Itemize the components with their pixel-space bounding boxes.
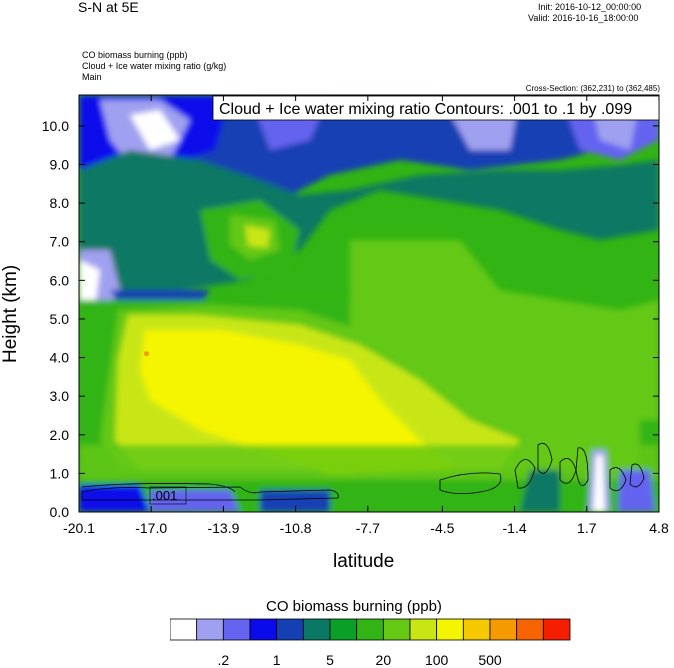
- y-tick-label: 7.0: [50, 234, 70, 250]
- contour-legend-label: Cloud + Ice water mixing ratio Contours:…: [219, 101, 632, 118]
- y-tick-label: 6.0: [50, 272, 70, 288]
- colorbar-swatch: [276, 618, 304, 641]
- cross-section-label: Cross-Section: (362,231) to (362,485): [525, 84, 660, 93]
- colorbar-label: 100: [425, 652, 449, 666]
- x-tick-label: -17.0: [135, 520, 167, 536]
- y-tick-label: 10.0: [42, 118, 69, 134]
- right-low-teal: [520, 470, 560, 512]
- contour-r6: [629, 463, 645, 488]
- colorbar-swatch: [462, 618, 491, 641]
- y-axis: 0.0 1.0 2.0 3.0 4.0 5.0 6.0 7.0 8.0 9.0 10.0: [42, 118, 659, 520]
- upper-white: [130, 110, 180, 150]
- x-tick-label: -4.5: [430, 520, 454, 536]
- contour-left-outer: [81, 483, 236, 493]
- bottom-blue-mid: [150, 490, 240, 512]
- y-tick-label: 5.0: [50, 311, 70, 327]
- contour-inline-label: .001: [152, 488, 177, 503]
- right-low-blue: [618, 470, 655, 512]
- heatmap-field: .001: [79, 95, 659, 512]
- x-tick-label: -13.9: [207, 520, 239, 536]
- field-label-co: CO biomass burning (ppb): [82, 50, 188, 60]
- valid-time: Valid: 2016-10-16_18:00:00: [528, 13, 639, 23]
- init-time: Init: 2016-10-12_00:00:00: [538, 2, 642, 12]
- x-tick-label: -7.7: [356, 520, 380, 536]
- colorbar-label: 1: [273, 652, 281, 666]
- colorbar-swatch: [356, 618, 384, 641]
- y-axis-label: Height (km): [0, 264, 21, 363]
- colorbar-swatch: [329, 618, 358, 641]
- field-label-cloud: Cloud + Ice water mixing ratio (g/kg): [82, 61, 227, 71]
- x-tick-label: 1.7: [577, 520, 597, 536]
- contour-label-box: [149, 486, 187, 505]
- plot-frame: [78, 94, 660, 513]
- x-tick-label: 4.8: [649, 520, 669, 536]
- contour-left: [81, 486, 339, 501]
- colorbar-title: CO biomass burning (ppb): [266, 598, 442, 615]
- colorbar-swatch: [542, 618, 571, 641]
- x-axis: -20.1 -17.0 -13.9 -10.8 -7.7 -4.5 -1.4 1.7 4.8: [63, 95, 669, 536]
- colorbar-swatch: [196, 618, 224, 641]
- colorbar-label: 5: [326, 652, 334, 666]
- colorbar-swatch: [382, 618, 411, 641]
- contour-r4: [575, 447, 589, 487]
- colorbar-swatch: [489, 618, 518, 641]
- y-tick-label: 8.0: [50, 195, 70, 211]
- plume-yellow-core: [140, 330, 460, 475]
- x-tick-label: -1.4: [503, 520, 527, 536]
- colorbar-swatch: [222, 618, 251, 641]
- field-label-main: Main: [82, 72, 102, 82]
- contour-r2: [537, 442, 553, 474]
- y-tick-label: 0.0: [50, 504, 70, 520]
- colorbar-swatch: [436, 618, 464, 641]
- contour-r5: [609, 467, 627, 492]
- y-tick-label: 9.0: [50, 157, 70, 173]
- y-tick-label: 2.0: [50, 427, 70, 443]
- colorbar-label: 500: [478, 652, 502, 666]
- plot-title: S-N at 5E: [78, 0, 139, 15]
- y-tick-label: 4.0: [50, 350, 70, 366]
- contour-legend-box: [212, 95, 660, 121]
- chart-area: .001 Cloud + Ice water mixing ratio Cont…: [42, 94, 669, 536]
- x-tick-label: -10.8: [280, 520, 312, 536]
- upper-blue-band: [79, 95, 659, 300]
- colorbar: .2 1 5 20 100 500: [170, 618, 571, 666]
- colorbar-label: 20: [376, 652, 392, 666]
- upper-yellowgreen-blob: [245, 225, 270, 248]
- contour-mid: [439, 472, 502, 494]
- colorbar-label: .2: [217, 652, 229, 666]
- colorbar-swatch: [409, 618, 438, 641]
- contour-r1: [514, 459, 536, 489]
- x-axis-label: latitude: [333, 551, 395, 572]
- colorbar-swatch: [249, 618, 278, 641]
- colorbar-swatch: [516, 618, 544, 641]
- colorbar-swatch: [302, 618, 331, 641]
- colorbar-swatch: [170, 618, 198, 641]
- bottom-blue-left: [79, 485, 150, 512]
- bottom-blue-right: [260, 490, 330, 512]
- x-tick-label: -20.1: [63, 520, 95, 536]
- y-tick-label: 1.0: [50, 465, 70, 481]
- y-tick-label: 3.0: [50, 388, 70, 404]
- max-point: [144, 351, 150, 357]
- right-spike-white: [593, 455, 605, 512]
- cloud-contours: [81, 442, 645, 501]
